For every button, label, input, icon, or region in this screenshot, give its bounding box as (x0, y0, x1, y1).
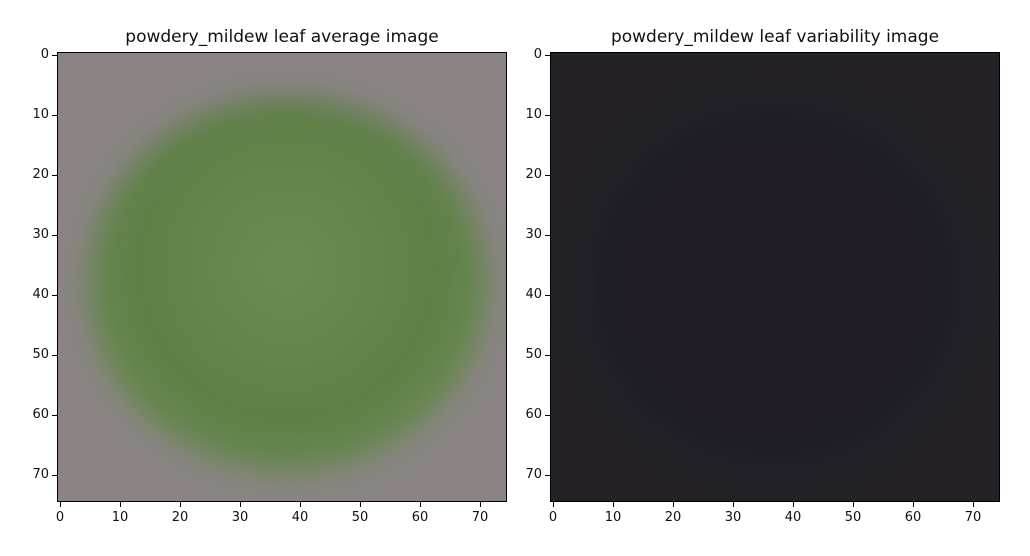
x-tick-label: 50 (844, 510, 862, 525)
x-tick-label: 30 (231, 510, 249, 525)
x-tick-label: 20 (171, 510, 189, 525)
x-tick-mark (119, 502, 121, 507)
y-tick-mark (545, 474, 550, 476)
y-tick-mark (52, 474, 57, 476)
x-tick-mark (59, 502, 61, 507)
y-tick-mark (545, 294, 550, 296)
x-tick-label: 50 (351, 510, 369, 525)
x-tick-label: 70 (964, 510, 982, 525)
x-tick-label: 70 (471, 510, 489, 525)
x-tick-mark (612, 502, 614, 507)
y-tick-label: 10 (32, 107, 49, 122)
x-tick-mark (239, 502, 241, 507)
x-tick-label: 10 (604, 510, 622, 525)
average-image-axes (57, 52, 507, 502)
leaf-blob (87, 97, 487, 472)
y-tick-label: 30 (525, 227, 542, 242)
y-tick-label: 50 (525, 347, 542, 362)
variability-outline (575, 92, 975, 477)
y-tick-mark (52, 174, 57, 176)
y-tick-label: 40 (525, 287, 542, 302)
x-tick-mark (792, 502, 794, 507)
y-tick-label: 60 (525, 407, 542, 422)
x-tick-mark (359, 502, 361, 507)
y-tick-mark (545, 414, 550, 416)
x-tick-label: 0 (55, 510, 65, 525)
x-tick-mark (552, 502, 554, 507)
variability-image-axes (550, 52, 1000, 502)
x-tick-mark (732, 502, 734, 507)
x-tick-mark (179, 502, 181, 507)
y-tick-label: 0 (533, 47, 542, 62)
average-image-title: powdery_mildew leaf average image (125, 27, 439, 47)
x-tick-mark (852, 502, 854, 507)
y-tick-mark (545, 354, 550, 356)
x-tick-mark (479, 502, 481, 507)
x-tick-label: 60 (904, 510, 922, 525)
y-tick-mark (545, 234, 550, 236)
x-tick-label: 40 (784, 510, 802, 525)
y-tick-label: 20 (525, 167, 542, 182)
y-tick-mark (52, 414, 57, 416)
x-tick-mark (912, 502, 914, 507)
y-tick-label: 40 (32, 287, 49, 302)
x-tick-mark (299, 502, 301, 507)
x-tick-mark (972, 502, 974, 507)
y-tick-mark (545, 114, 550, 116)
x-tick-label: 0 (548, 510, 558, 525)
x-tick-label: 40 (291, 510, 309, 525)
variability-image (550, 52, 1000, 502)
x-tick-label: 20 (664, 510, 682, 525)
y-tick-mark (52, 294, 57, 296)
y-tick-label: 20 (32, 167, 49, 182)
y-tick-label: 60 (32, 407, 49, 422)
y-tick-label: 70 (32, 467, 49, 482)
variability-image-title: powdery_mildew leaf variability image (610, 27, 940, 47)
y-tick-label: 0 (40, 47, 49, 62)
x-tick-label: 60 (411, 510, 429, 525)
y-tick-label: 30 (32, 227, 49, 242)
x-tick-mark (672, 502, 674, 507)
y-tick-mark (52, 354, 57, 356)
x-tick-label: 30 (724, 510, 742, 525)
y-tick-label: 70 (525, 467, 542, 482)
x-tick-mark (419, 502, 421, 507)
y-tick-mark (52, 234, 57, 236)
y-tick-mark (52, 114, 57, 116)
y-tick-label: 50 (32, 347, 49, 362)
y-tick-mark (52, 54, 57, 56)
x-tick-label: 10 (111, 510, 129, 525)
y-tick-label: 10 (525, 107, 542, 122)
y-tick-mark (545, 54, 550, 56)
y-tick-mark (545, 174, 550, 176)
average-image (57, 52, 507, 502)
